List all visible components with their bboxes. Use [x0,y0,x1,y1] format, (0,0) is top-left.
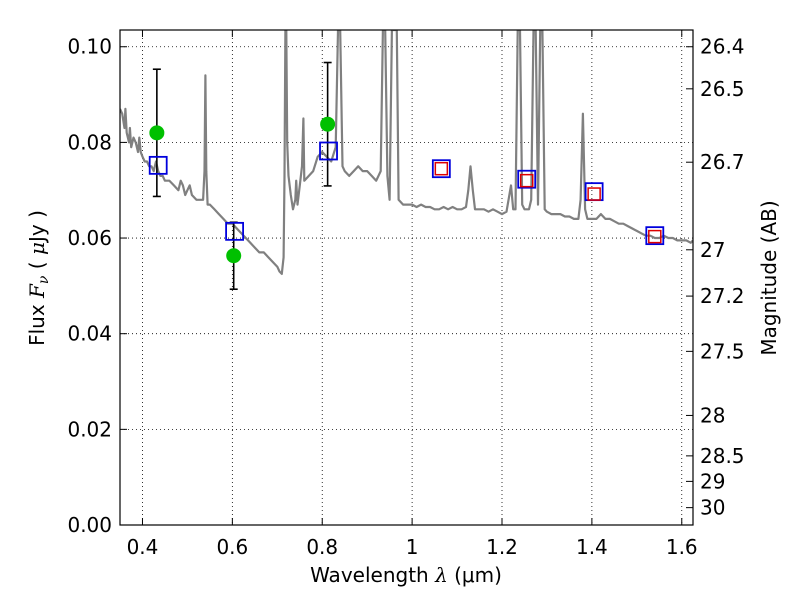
observed-point [226,248,242,264]
magnitude-tick-label: 27 [700,238,725,262]
model-flux-square [319,141,338,161]
x-tick-label: 0.6 [216,535,248,559]
predicted-flux-square [648,229,662,244]
spectrum-line [120,30,693,275]
magnitude-tick-label: 27.5 [700,339,745,363]
y-tick-label: 0.00 [67,513,112,537]
x-tick-label: 0.8 [306,535,338,559]
y2-axis-title: Magnitude (AB) [757,200,781,355]
y-tick-label: 0.06 [67,226,112,250]
magnitude-tick-label: 26.7 [700,150,745,174]
model-flux-square [645,226,665,246]
magnitude-tick-label: 26.4 [700,35,745,59]
y-tick-label: 0.10 [67,35,112,59]
grid [120,30,693,526]
x-tick-label: 0.4 [127,535,159,559]
x-axis-title: Wavelength λ (μm) [310,563,502,587]
observed-point [320,116,336,132]
ticks-layer: 0.4 0.6 0.8 1 1.2 1.4 1.6 0.00 0.02 0.04 0.06 0.08 0… [67,30,745,559]
y-tick-label: 0.02 [67,417,112,441]
spectrum-layer [120,30,693,275]
magnitude-tick-label: 28 [700,403,725,427]
magnitude-tick-label: 27.2 [700,284,745,308]
magnitude-tick-label: 29 [700,469,725,493]
x-tick-label: 1.6 [666,535,698,559]
magnitude-tick-label: 30 [700,496,725,520]
magnitude-tick-label: 28.5 [700,444,745,468]
markers-layer [148,61,665,291]
predicted-flux-square [434,161,449,176]
model-flux-square [431,159,451,179]
magnitude-tick-label: 26.5 [700,77,745,101]
x-tick-label: 1.2 [486,535,518,559]
plot-frame [119,29,694,526]
observed-point [149,125,165,141]
model-flux-square [517,169,537,189]
predicted-flux-square [519,173,534,188]
predicted-flux-square [587,187,601,201]
y-tick-label: 0.08 [67,130,112,154]
x-tick-label: 1 [406,535,419,559]
model-flux-square [148,155,168,175]
x-tick-label: 1.4 [576,535,608,559]
y-axis-title: Flux Fν ( μJy ) [25,210,52,346]
model-flux-square [225,221,245,241]
y-tick-label: 0.04 [67,322,112,346]
